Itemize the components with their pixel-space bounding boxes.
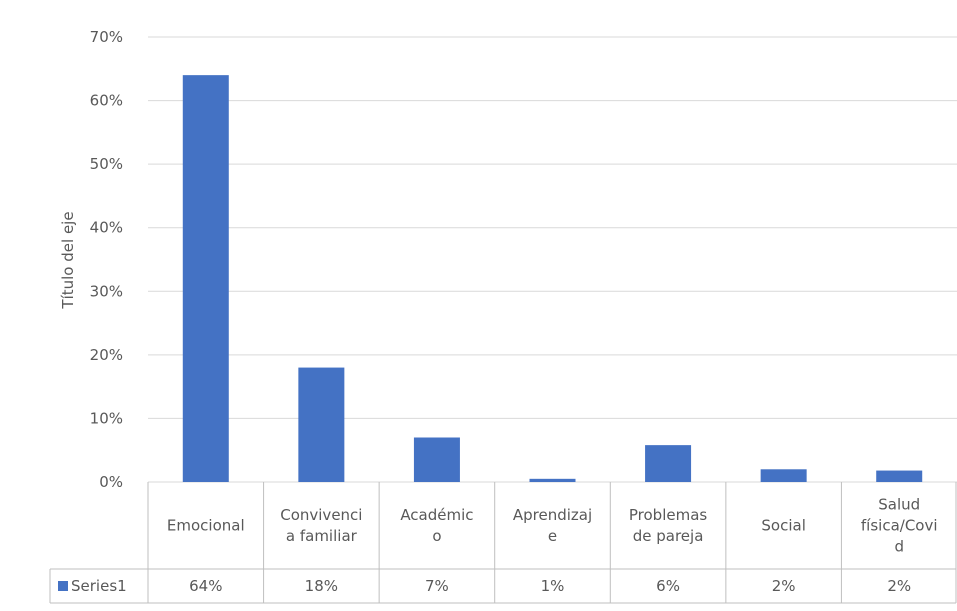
category-label: Aprendizaj — [513, 506, 592, 524]
category-label: Convivenci — [280, 506, 362, 524]
legend-swatch — [58, 581, 68, 591]
category-label: Social — [761, 517, 805, 535]
y-tick-label: 40% — [90, 219, 123, 237]
category-label: Académic — [400, 506, 473, 524]
bar — [876, 470, 923, 482]
data-table: Emocional Convivenci a familiar Académic o Ap… — [49, 482, 957, 604]
data-label: 64% — [189, 577, 222, 595]
category-label: e — [548, 527, 557, 545]
legend-series-name: Series1 — [71, 577, 127, 595]
data-label: 2% — [772, 577, 796, 595]
y-tick-label: 30% — [90, 282, 123, 300]
category-label: Emocional — [167, 517, 245, 535]
y-axis-ticks: 0% 10% 20% 30% 40% 50% 60% 70% — [90, 28, 123, 491]
category-label: Problemas — [629, 506, 708, 524]
y-tick-label: 60% — [90, 92, 123, 110]
category-label: d — [894, 538, 904, 556]
category-label: a familiar — [286, 527, 358, 545]
category-label: física/Covi — [861, 517, 938, 535]
category-label: o — [432, 527, 441, 545]
bar — [298, 367, 345, 482]
bar — [413, 437, 460, 482]
data-label: 7% — [425, 577, 449, 595]
y-tick-label: 0% — [99, 473, 123, 491]
data-label: 1% — [541, 577, 565, 595]
bar — [760, 469, 807, 482]
gridlines — [148, 36, 957, 483]
y-tick-label: 20% — [90, 346, 123, 364]
data-label: 6% — [656, 577, 680, 595]
y-tick-label: 50% — [90, 155, 123, 173]
y-tick-label: 10% — [90, 409, 123, 427]
bar — [182, 75, 229, 483]
category-label: de pareja — [633, 527, 704, 545]
bar — [645, 445, 692, 482]
data-label: 2% — [887, 577, 911, 595]
y-tick-label: 70% — [90, 28, 123, 46]
bar — [529, 478, 576, 482]
bars — [182, 75, 923, 483]
y-axis-title: Título del eje — [59, 211, 77, 309]
category-label: Salud — [878, 496, 920, 514]
data-label: 18% — [305, 577, 338, 595]
